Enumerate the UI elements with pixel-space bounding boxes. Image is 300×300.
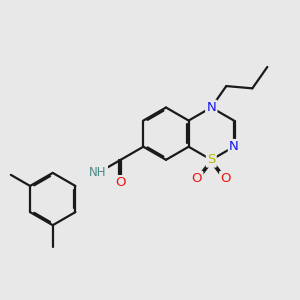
Text: O: O [192, 172, 202, 185]
Text: O: O [220, 172, 231, 185]
Text: NH: NH [89, 166, 107, 179]
Text: N: N [229, 140, 239, 153]
Text: N: N [206, 101, 216, 114]
Text: S: S [207, 153, 215, 166]
Text: O: O [116, 176, 126, 189]
